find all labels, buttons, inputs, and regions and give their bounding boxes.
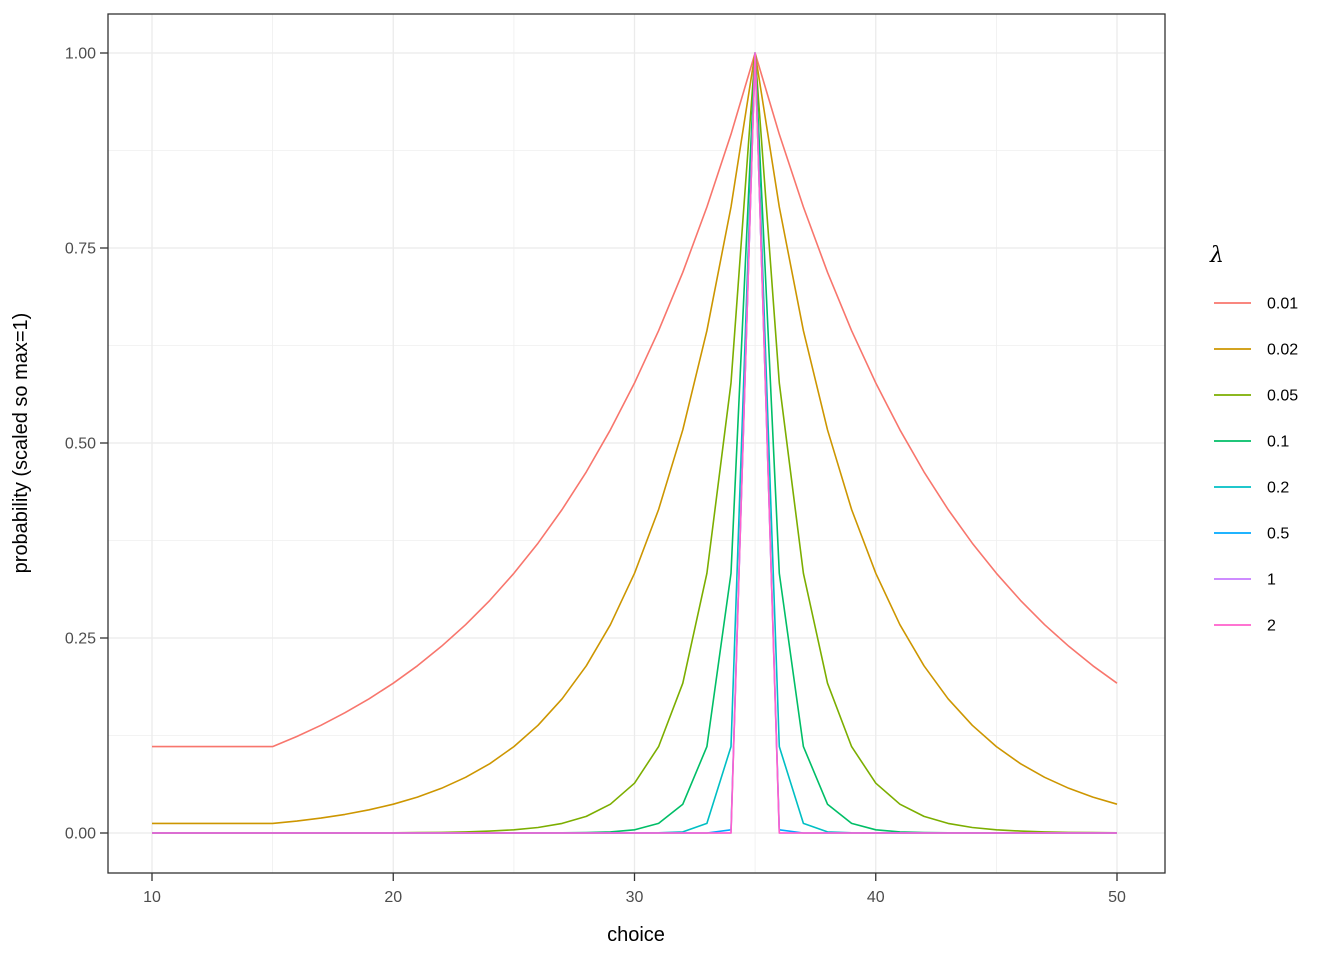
y-tick-label-1.00: 1.00: [65, 46, 96, 63]
legend-label-1: 1: [1267, 572, 1276, 589]
legend-label-0.05: 0.05: [1267, 388, 1298, 405]
axis-ticks: [100, 52, 1118, 881]
legend-label-0.5: 0.5: [1267, 526, 1289, 543]
legend-label-0.2: 0.2: [1267, 480, 1289, 497]
x-tick-label-10: 10: [143, 889, 161, 906]
series-line-0.01: [152, 52, 1118, 748]
legend: λ 0.01 0.02 0.05 0.1 0.2 0.5 1 2: [1209, 243, 1298, 635]
x-tick-label-40: 40: [867, 889, 885, 906]
series-lines: [152, 52, 1118, 834]
legend-label-0.02: 0.02: [1267, 342, 1298, 359]
legend-title: λ: [1209, 243, 1224, 268]
x-tick-label-30: 30: [626, 889, 644, 906]
y-tick-label-0.25: 0.25: [65, 631, 96, 648]
series-line-0.02: [152, 52, 1118, 825]
y-tick-label-0.50: 0.50: [65, 436, 96, 453]
y-tick-label-0.00: 0.00: [65, 826, 96, 843]
axis-tick-labels: 10 20 30 40 50 0.00 0.25 0.50 0.75 1.00: [65, 46, 1126, 907]
x-tick-label-50: 50: [1108, 889, 1126, 906]
legend-label-2: 2: [1267, 618, 1276, 635]
legend-entries: 0.01 0.02 0.05 0.1 0.2 0.5 1 2: [1214, 296, 1298, 635]
legend-label-0.1: 0.1: [1267, 434, 1289, 451]
legend-label-0.01: 0.01: [1267, 296, 1298, 313]
y-axis-title: probability (scaled so max=1): [10, 313, 32, 574]
x-axis-title: choice: [607, 924, 665, 946]
series-line-2: [152, 52, 1117, 834]
x-tick-label-20: 20: [384, 889, 402, 906]
y-tick-label-0.75: 0.75: [65, 241, 96, 258]
